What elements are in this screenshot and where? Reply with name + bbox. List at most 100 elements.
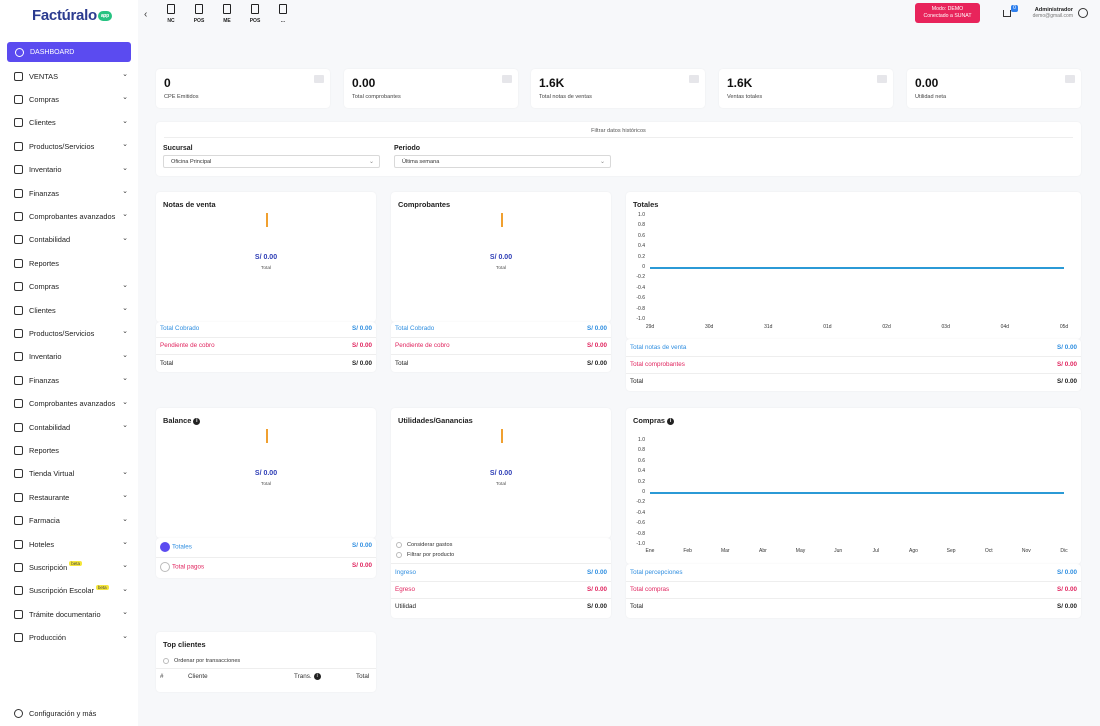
sidebar-item-clientes[interactable]: Clientes ⌄ (14, 303, 128, 317)
sidebar-item-finanzas[interactable]: Finanzas ⌄ (14, 186, 128, 200)
sidebar-item-reportes[interactable]: Reportes (14, 443, 128, 457)
sidebar-item-inventario[interactable]: Inventario ⌄ (14, 350, 128, 364)
card-title: Utilidades/Ganancias (398, 416, 473, 425)
column-header[interactable]: Trans. i (294, 673, 321, 680)
sidebar-item-farmacia[interactable]: Farmacia ⌄ (14, 514, 128, 528)
chevron-down-icon: ⌄ (122, 515, 128, 523)
sidebar-item-compras[interactable]: Compras ⌄ (14, 280, 128, 294)
sidebar-item-suscripción-escolar[interactable]: Suscripción Escolar beta ⌄ (14, 584, 128, 598)
sidebar-item-label: Inventario (29, 165, 62, 175)
chevron-down-icon: ⌄ (122, 398, 128, 406)
summary-row: Total S/ 0.00 (160, 360, 372, 367)
sidebar-item-tienda-virtual[interactable]: Tienda Virtual ⌄ (14, 467, 128, 481)
x-tick-label: 05d (1059, 324, 1069, 330)
chevron-down-icon: ⌄ (122, 562, 128, 570)
sidebar-item-comprobantes-avanzados[interactable]: Comprobantes avanzados ⌄ (14, 209, 128, 223)
info-icon[interactable]: i (193, 417, 201, 425)
sidebar-item-suscripción[interactable]: Suscripción beta ⌄ (14, 560, 128, 574)
sidebar-item-label: Inventario (29, 352, 62, 362)
info-icon[interactable]: i (667, 417, 675, 425)
chart-bar (501, 429, 503, 443)
filtrar-producto-checkbox[interactable]: Filtrar por producto (396, 552, 454, 558)
y-tick-label: -0.8 (636, 305, 645, 312)
sidebar-item-contabilidad[interactable]: Contabilidad ⌄ (14, 420, 128, 434)
sidebar-item-ventas[interactable]: VENTAS ⌄ (14, 69, 128, 83)
sidebar-item-productos-servicios[interactable]: Productos/Servicios ⌄ (14, 326, 128, 340)
column-header[interactable]: # (160, 673, 164, 680)
sidebar-item-finanzas[interactable]: Finanzas ⌄ (14, 373, 128, 387)
menu-icon (14, 469, 23, 479)
divider (391, 581, 611, 582)
quick-action-button[interactable]: ... (273, 4, 293, 24)
sidebar-item-config[interactable]: Configuración y más (14, 709, 96, 718)
sidebar-item-compras[interactable]: Compras ⌄ (14, 92, 128, 106)
quick-action-button[interactable]: POS (245, 4, 265, 24)
series-line (650, 492, 1064, 494)
user-avatar-icon[interactable] (1078, 8, 1088, 18)
sidebar-item-reportes[interactable]: Reportes (14, 256, 128, 270)
info-icon[interactable]: i (313, 673, 321, 680)
x-tick-label: Jul (872, 548, 880, 554)
sidebar-item-label: Finanzas (29, 375, 59, 385)
considerar-gastos-checkbox[interactable]: Considerar gastos (396, 542, 452, 548)
card-title: Top clientes (163, 640, 206, 649)
quick-action-button[interactable]: NC (161, 4, 181, 24)
eye-icon[interactable] (160, 562, 170, 572)
quick-action-button[interactable]: POS (189, 4, 209, 24)
sidebar-item-producción[interactable]: Producción ⌄ (14, 631, 128, 645)
mode-badge[interactable]: Modo: DEMO Conectado a SUNAT (915, 3, 980, 23)
sidebar-item-label: Reportes (29, 258, 59, 268)
chevron-down-icon: ⌄ (122, 305, 128, 312)
sidebar-item-comprobantes-avanzados[interactable]: Comprobantes avanzados ⌄ (14, 397, 128, 411)
card-title: Comprobantes (398, 200, 451, 209)
summary-row: Total notas de venta S/ 0.00 (630, 344, 1077, 351)
sidebar-item-label: Compras (29, 94, 59, 104)
sidebar-item-clientes[interactable]: Clientes ⌄ (14, 116, 128, 130)
app-logo[interactable]: Factúralo app (32, 7, 112, 24)
user-name[interactable]: Administrador (1034, 7, 1073, 13)
sidebar-item-productos-servicios[interactable]: Productos/Servicios ⌄ (14, 139, 128, 153)
divider (626, 581, 1081, 582)
stat-label: CPE Emitidos (164, 94, 199, 100)
total-value: S/ 0.00 (254, 254, 278, 261)
chevron-down-icon: ⌄ (599, 159, 605, 165)
divider (391, 354, 611, 355)
ordenar-transacciones-checkbox[interactable]: Ordenar por transacciones (163, 658, 240, 664)
stat-value: 0.00 (352, 76, 376, 90)
sidebar-item-contabilidad[interactable]: Contabilidad ⌄ (14, 233, 128, 247)
total-value: S/ 0.00 (489, 254, 513, 261)
comprobantes-summary: Total Cobrado S/ 0.00 Pendiente de cobro S… (391, 322, 611, 372)
x-tick-label: Dic (1060, 548, 1068, 554)
card-title: Notas de venta (163, 200, 216, 209)
menu-icon (14, 282, 23, 292)
sidebar-item-inventario[interactable]: Inventario ⌄ (14, 163, 128, 177)
sucursal-select[interactable]: Oficina Principal ⌄ (163, 155, 380, 168)
x-tick-label: May (795, 548, 806, 554)
quick-action-label: NC (167, 18, 175, 24)
stat-value: 0.00 (915, 76, 939, 90)
collapse-sidebar-button[interactable]: ‹ (144, 9, 148, 20)
sucursal-label: Sucursal (163, 145, 193, 152)
summary-row: Pendiente de cobro S/ 0.00 (395, 342, 607, 349)
column-header[interactable]: Cliente (188, 673, 208, 680)
eye-icon[interactable] (160, 542, 170, 552)
chevron-down-icon: ⌄ (122, 351, 128, 359)
sidebar-item-hoteles[interactable]: Hoteles ⌄ (14, 537, 128, 551)
mode-label: Modo: DEMO (931, 6, 964, 12)
quick-action-label: ... (280, 18, 286, 24)
column-header[interactable]: Total (356, 673, 370, 680)
chevron-down-icon: ⌄ (122, 468, 128, 476)
menu-icon (14, 633, 23, 643)
cart-icon[interactable] (1003, 10, 1011, 17)
beta-badge: beta (95, 584, 109, 590)
sidebar-item-restaurante[interactable]: Restaurante ⌄ (14, 490, 128, 504)
sidebar-item-label: Clientes (29, 305, 56, 315)
y-tick-label: 0.8 (638, 447, 645, 454)
periodo-select[interactable]: Última semana ⌄ (394, 155, 611, 168)
y-tick-label: -0.6 (636, 520, 645, 527)
chevron-down-icon: ⌄ (122, 71, 128, 78)
sidebar-item-dashboard[interactable]: DASHBOARD (7, 42, 131, 62)
quick-action-button[interactable]: ME (217, 4, 237, 24)
sidebar-item-trámite-documentario[interactable]: Trámite documentario ⌄ (14, 607, 128, 621)
sucursal-value: Oficina Principal (171, 159, 212, 165)
